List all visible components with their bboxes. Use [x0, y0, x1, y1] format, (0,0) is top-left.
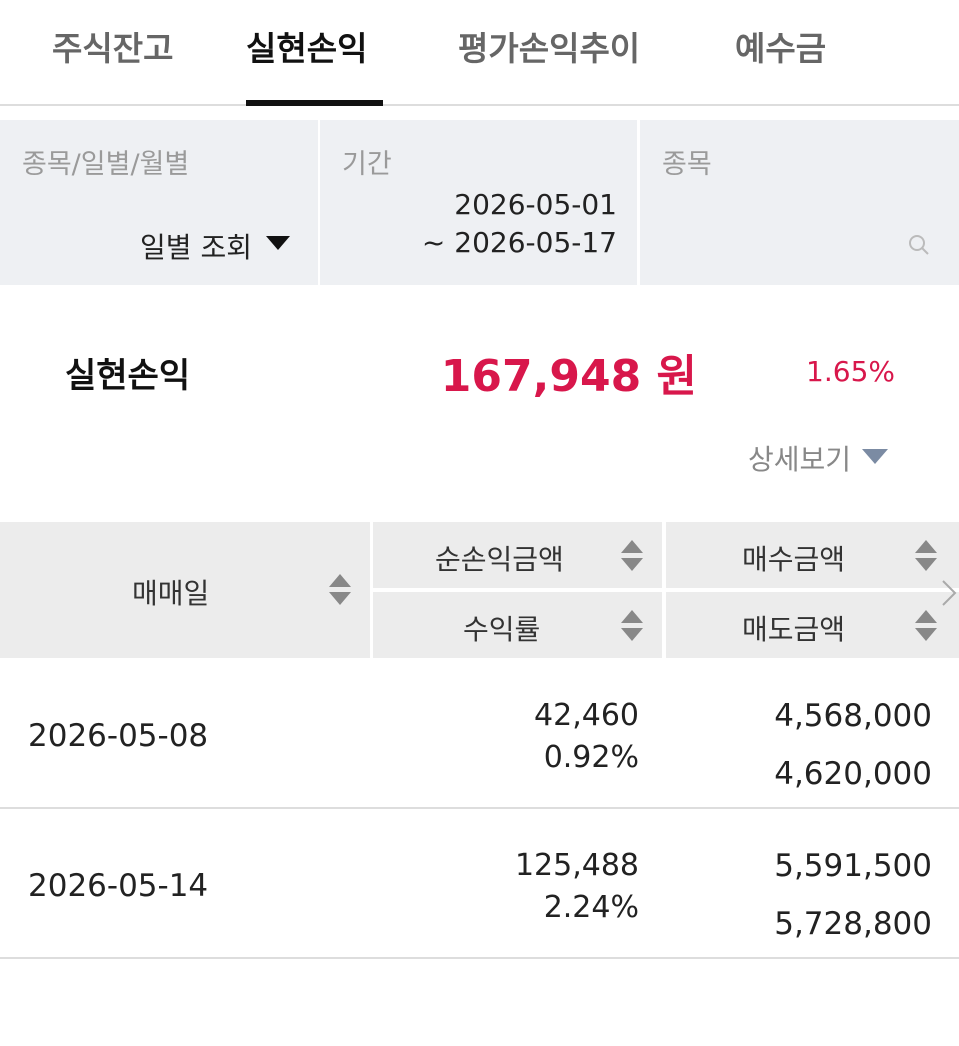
tab-divider: [0, 104, 959, 106]
detail-arrow: [862, 449, 888, 464]
filter-period[interactable]: 기간 2026-05-01 ~ 2026-05-17: [320, 120, 637, 285]
filter-value: 일별 조회: [140, 231, 252, 264]
buy-amount: 4,568,000: [774, 698, 932, 734]
net-profit: 125,488: [514, 848, 639, 883]
header-date[interactable]: 매매일: [0, 522, 370, 658]
profit-rate: 2.24%: [543, 890, 639, 925]
filter-label: 종목: [662, 149, 712, 180]
period-start: 2026-05-01: [454, 188, 617, 221]
summary-rate: 1.65%: [806, 355, 895, 388]
summary-amount: 167,948 원: [440, 351, 697, 402]
net-profit: 42,460: [534, 698, 639, 733]
header-profit[interactable]: 순손익금액: [373, 522, 662, 588]
dropdown-arrow: [266, 236, 290, 250]
tab[interactable]: 주식잔고: [52, 29, 174, 68]
filter-type[interactable]: 종목/일별/월별 일별 조회: [0, 120, 318, 285]
table-row[interactable]: 2026-05-14 125,488 2.24% 5,591,500 5,728,800: [0, 810, 959, 959]
header-sell[interactable]: 매도금액: [666, 592, 959, 658]
table-row[interactable]: 2026-05-08 42,460 0.92% 4,568,000 4,620,000: [0, 660, 959, 809]
row-divider: [0, 807, 959, 809]
tab-active[interactable]: 실현손익: [246, 29, 368, 68]
buy-amount: 5,591,500: [774, 848, 932, 884]
summary-label: 실현손익: [65, 356, 191, 396]
search-icon: [909, 235, 929, 255]
scroll-right-icon[interactable]: [940, 578, 958, 608]
header-label: 수익률: [463, 613, 541, 646]
sell-amount: 4,620,000: [774, 756, 932, 792]
detail-toggle[interactable]: 상세보기: [747, 443, 851, 476]
filter-stock[interactable]: 종목: [640, 120, 959, 285]
header-buy[interactable]: 매수금액: [666, 522, 959, 588]
trade-date: 2026-05-08: [28, 718, 209, 754]
header-label: 순손익금액: [435, 543, 564, 576]
header-label: 매수금액: [742, 543, 846, 576]
sell-amount: 5,728,800: [774, 906, 932, 942]
tab[interactable]: 평가손익추이: [458, 29, 641, 68]
tab[interactable]: 예수금: [735, 29, 827, 68]
filter-label: 종목/일별/월별: [22, 149, 190, 180]
filter-label: 기간: [342, 149, 392, 180]
tab-indicator: [246, 100, 383, 106]
profit-rate: 0.92%: [543, 740, 639, 775]
period-end: ~ 2026-05-17: [421, 226, 617, 259]
header-label: 매매일: [132, 577, 210, 610]
header-rate[interactable]: 수익률: [373, 592, 662, 658]
trade-date: 2026-05-14: [28, 868, 209, 904]
header-label: 매도금액: [742, 613, 846, 646]
row-divider: [0, 957, 959, 959]
